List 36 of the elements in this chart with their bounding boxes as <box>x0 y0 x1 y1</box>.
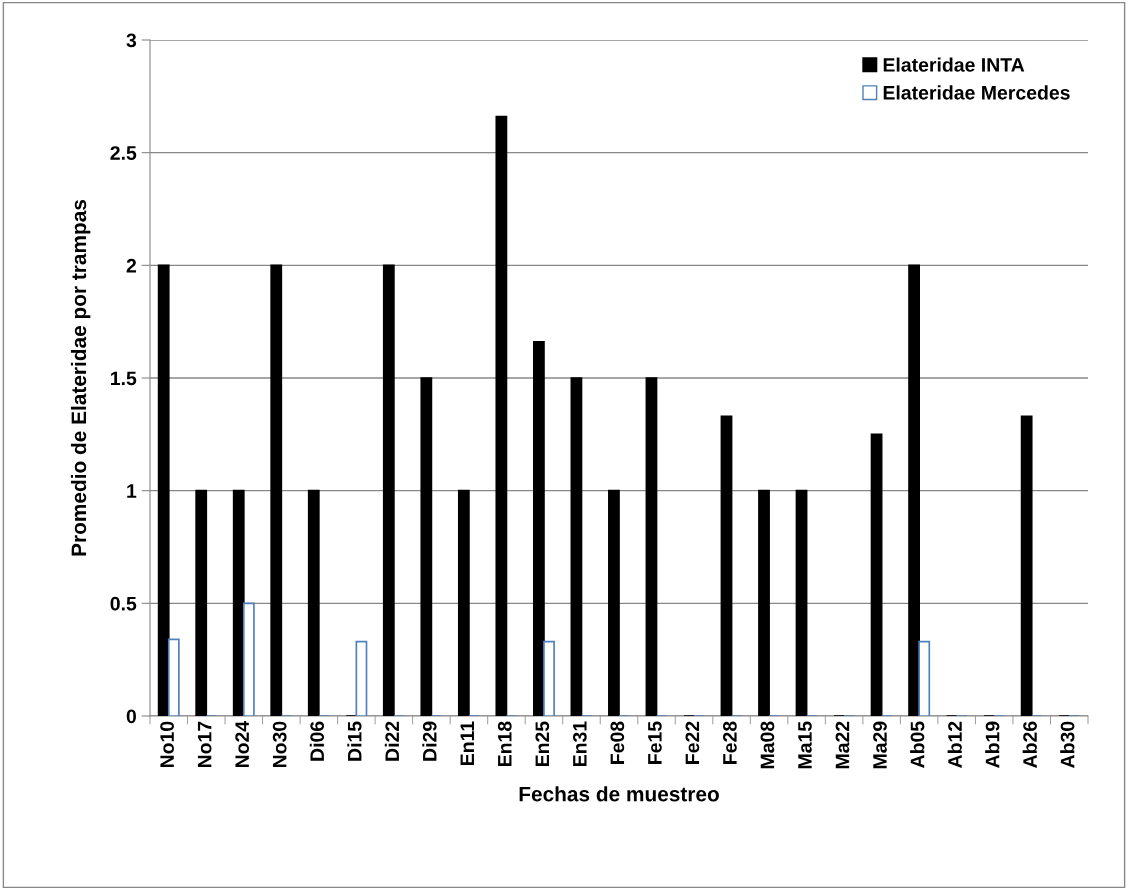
x-tick-label: Fe08 <box>610 721 625 764</box>
y-tick-label: 0.5 <box>110 596 137 611</box>
x-tick-label: Ab05 <box>910 721 925 768</box>
x-tick-label: Ma29 <box>873 721 887 769</box>
x-tick-label: Ma08 <box>760 721 775 769</box>
x-tick-label: No30 <box>272 721 287 768</box>
x-tick-label: Fe22 <box>685 721 700 764</box>
x-tick-label: Ma15 <box>798 721 812 769</box>
legend-label: Elateridae Mercedes <box>883 85 1070 100</box>
x-tick-label: Di22 <box>384 721 399 761</box>
x-tick-label: Fe28 <box>723 721 737 764</box>
x-tick-label: Ab12 <box>947 721 962 768</box>
x-tick-label: Ab19 <box>985 721 1000 768</box>
y-tick-label: 2.5 <box>110 146 137 160</box>
x-tick-label: Di29 <box>422 721 437 761</box>
x-tick-label: En31 <box>572 721 587 767</box>
y-tick-label: 1 <box>127 484 137 498</box>
x-tick-label: No10 <box>160 721 174 768</box>
y-tick-label: 3 <box>126 33 137 48</box>
x-tick-label: Ma22 <box>835 721 850 769</box>
y-tick-label: 1.5 <box>111 371 137 386</box>
y-axis-title: Promedio de Elateridae por trampas <box>70 199 91 556</box>
x-tick-label: Di06 <box>309 721 325 761</box>
x-tick-label: Ab30 <box>1060 721 1075 768</box>
y-tick-label: 0 <box>126 709 137 724</box>
x-tick-label: Ab26 <box>1022 721 1037 768</box>
x-tick-label: Di15 <box>347 721 362 761</box>
x-tick-label: En25 <box>535 721 550 767</box>
x-tick-label: No24 <box>235 720 250 768</box>
legend-label: Elateridae INTA <box>883 57 1025 72</box>
x-tick-label: No17 <box>197 721 212 768</box>
x-tick-label: Fe15 <box>648 721 662 764</box>
x-tick-label: En11 <box>460 721 474 765</box>
x-tick-label: En18 <box>497 721 512 767</box>
x-axis-title: Fechas de muestreo <box>519 786 719 802</box>
y-tick-label: 2 <box>126 258 137 273</box>
